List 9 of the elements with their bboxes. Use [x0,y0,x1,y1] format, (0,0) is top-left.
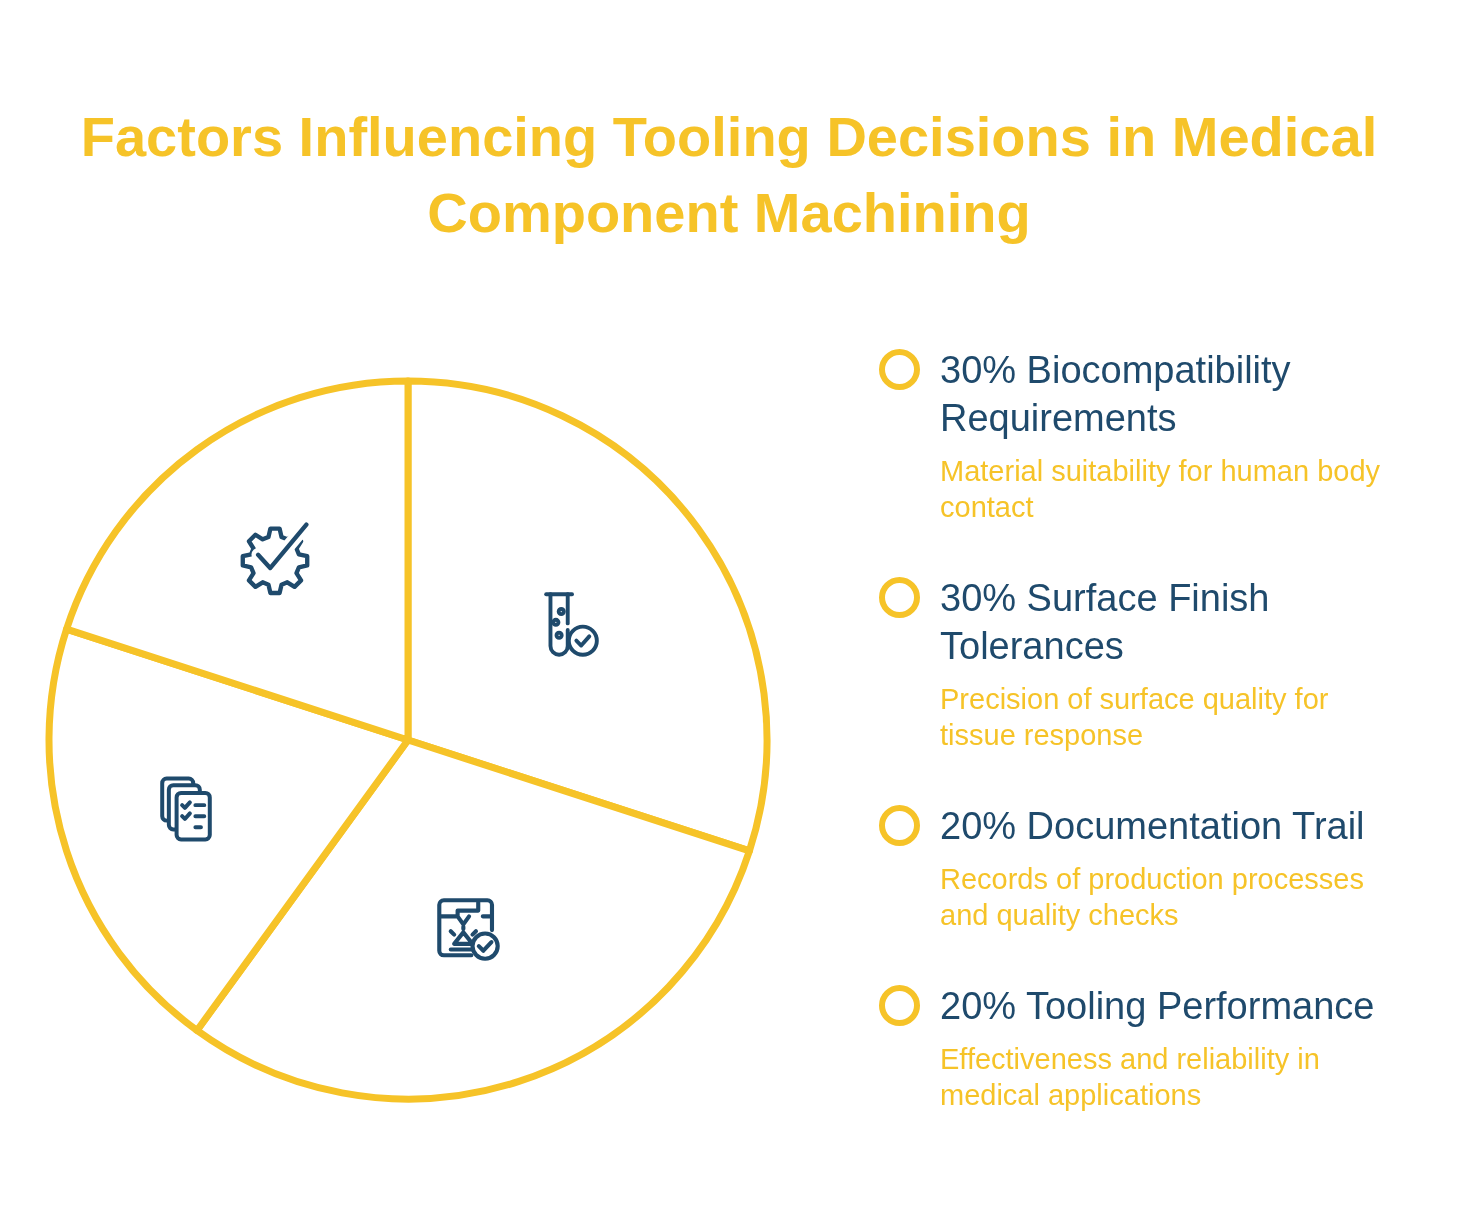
legend-label: 20% Tooling Performance [940,984,1376,1029]
text: Records of production processes and quality checks [940,862,1365,933]
legend-label: 30% Biocompatibility Requirements [940,348,1292,441]
text: Effectiveness and reliability in medical applications [940,1042,1321,1113]
text: Material suitability for human body contact [940,454,1382,525]
legend-label: 20% Documentation Trail [940,804,1366,849]
text: Precision of surface quality for tissue response [940,682,1330,753]
chart-title: Factors Influencing Tooling Decisions in Medical Component Machining [79,104,1379,246]
legend-label: 30% Surface Finish Tolerances [940,576,1271,669]
